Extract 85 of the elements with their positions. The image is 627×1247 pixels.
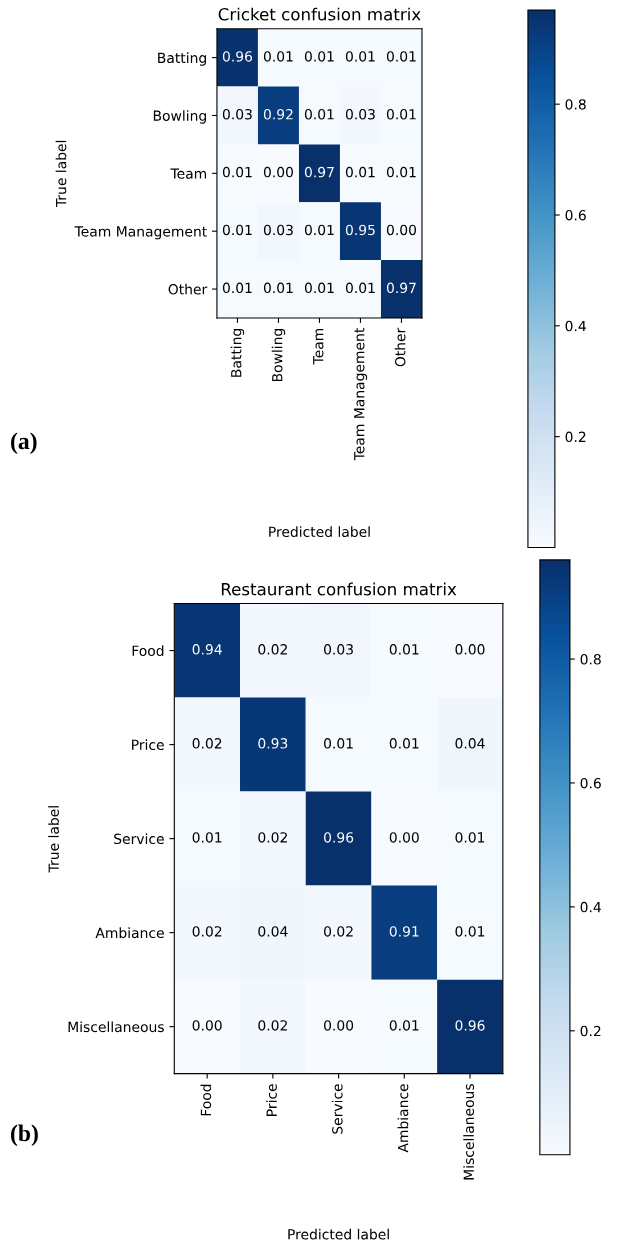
- y-tick-label: Miscellaneous: [68, 1021, 164, 1033]
- y-tick-label: Price: [132, 739, 164, 751]
- data-label: 0.01: [222, 282, 252, 294]
- data-label: 0.01: [345, 51, 375, 62]
- x-axis-title: Predicted label: [269, 526, 370, 538]
- x-axis-title: Predicted label: [288, 1228, 389, 1240]
- data-label: 0.01: [455, 926, 485, 937]
- x-tick-label: Other: [394, 327, 406, 367]
- y-tick-label: Team Management: [74, 226, 207, 240]
- data-label: 0.03: [324, 644, 353, 655]
- data-label: 0.03: [345, 109, 375, 120]
- y-tick-label: Team: [170, 168, 207, 179]
- data-label: 0.01: [386, 109, 416, 120]
- data-label: 0.02: [258, 1020, 287, 1031]
- y-axis-title: True label: [48, 806, 59, 873]
- text: (b): [11, 1124, 38, 1147]
- data-label: 0.01: [263, 51, 293, 62]
- text: (a): [11, 432, 37, 454]
- data-label: 0.01: [389, 738, 419, 749]
- x-tick-label: Team: [313, 328, 324, 365]
- x-tick-label: Price: [266, 1084, 277, 1116]
- y-tick-label: Other: [168, 283, 208, 295]
- data-label: 0.02: [192, 926, 222, 937]
- data-label: 0.02: [258, 832, 287, 843]
- data-label: 0.01: [304, 224, 334, 236]
- data-label: 0.04: [258, 926, 288, 937]
- data-label: 0.04: [455, 738, 485, 749]
- data-label: 0.01: [304, 282, 334, 294]
- data-label: 0.00: [455, 644, 485, 655]
- data-label: 0.03: [263, 224, 293, 236]
- data-label: 0.01: [222, 166, 252, 178]
- data-label: 0.01: [324, 738, 353, 749]
- chart-title: Cricket confusion matrix: [218, 7, 421, 21]
- data-label: 0.95: [345, 224, 375, 236]
- color-bar-label: 0.4: [565, 320, 586, 332]
- color-bar-label: 0.4: [580, 901, 601, 913]
- data-label: 0.01: [345, 282, 375, 294]
- data-label: 0.02: [258, 644, 287, 655]
- x-tick-label: Batting: [230, 328, 245, 377]
- data-label: 0.00: [386, 224, 417, 236]
- data-label: 0.93: [258, 738, 288, 749]
- data-label: 0.01: [386, 51, 416, 62]
- data-label: 0.00: [263, 166, 293, 178]
- color-bar-label: 0.2: [580, 1025, 601, 1037]
- data-label: 0.01: [389, 1020, 419, 1031]
- x-tick-label: Miscellaneous: [463, 1084, 475, 1180]
- data-label: 0.01: [222, 224, 252, 236]
- color-bar-label: 0.2: [565, 431, 586, 443]
- data-label: 0.97: [304, 166, 334, 178]
- data-label: 0.02: [324, 926, 353, 937]
- data-label: 0.96: [222, 51, 253, 62]
- data-label: 0.00: [389, 832, 419, 843]
- data-label: 0.97: [386, 282, 416, 294]
- data-label: 0.96: [324, 832, 354, 843]
- y-tick-label: Service: [114, 833, 164, 845]
- data-label: 0.91: [389, 926, 419, 937]
- y-tick-label: Food: [132, 645, 164, 657]
- x-tick-label: Ambiance: [397, 1084, 409, 1153]
- y-tick-label: Bowling: [153, 110, 206, 124]
- data-label: 0.01: [389, 644, 419, 655]
- data-label: 0.03: [222, 109, 252, 120]
- y-tick-label: Batting: [158, 52, 206, 66]
- data-label: 0.94: [192, 644, 222, 655]
- data-label: 0.96: [455, 1020, 485, 1031]
- data-label: 0.01: [386, 166, 416, 178]
- chart-title: Restaurant confusion matrix: [221, 582, 457, 596]
- x-tick-label: Team Management: [354, 328, 368, 461]
- color-bar-label: 0.8: [565, 99, 586, 110]
- data-label: 0.00: [324, 1020, 354, 1031]
- data-label: 0.00: [192, 1020, 222, 1031]
- color-bar-label: 0.6: [580, 777, 601, 789]
- data-label: 0.01: [345, 166, 375, 178]
- data-label: 0.01: [455, 832, 485, 843]
- data-label: 0.92: [263, 109, 293, 120]
- color-bar-label: 0.8: [580, 654, 601, 665]
- data-label: 0.01: [304, 51, 334, 62]
- y-tick-label: Ambiance: [95, 927, 164, 939]
- data-label: 0.01: [304, 109, 334, 120]
- data-label: 0.01: [192, 832, 222, 843]
- x-tick-label: Bowling: [271, 328, 286, 382]
- x-tick-label: Service: [331, 1084, 343, 1134]
- data-label: 0.01: [263, 282, 293, 294]
- data-label: 0.02: [192, 738, 222, 749]
- y-axis-title: True label: [55, 140, 67, 208]
- color-bar-label: 0.6: [565, 209, 586, 221]
